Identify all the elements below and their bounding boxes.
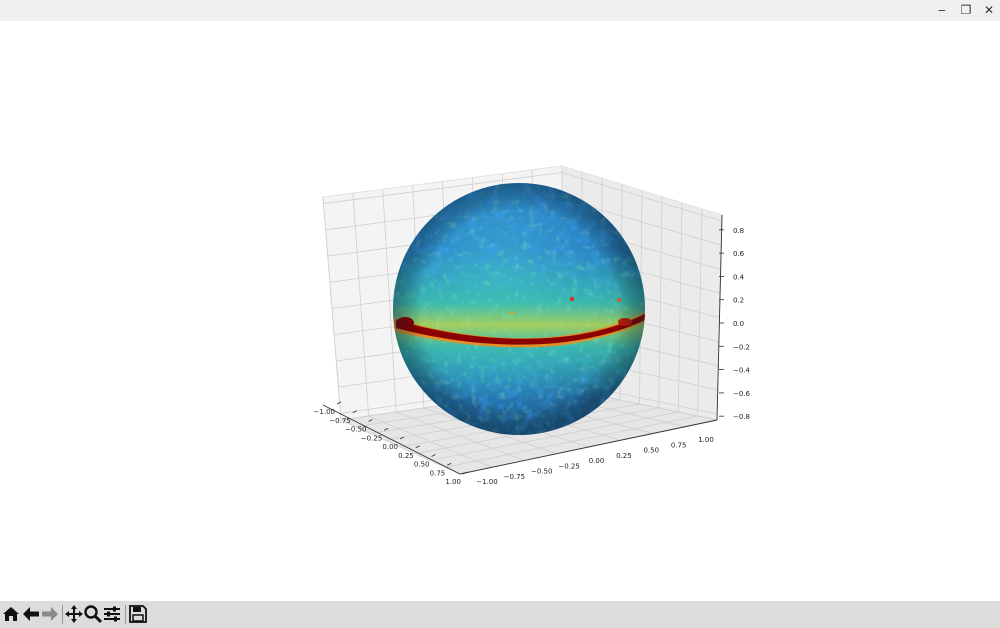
restore-button[interactable]: ❐ [960, 3, 972, 17]
x-tick-label: −0.75 [329, 417, 350, 425]
close-button[interactable]: ✕ [983, 3, 995, 17]
y-tick-label: −1.00 [476, 478, 497, 486]
x-tick-mark [431, 454, 436, 457]
window-title-bar: ‒ ❐ ✕ [0, 0, 1000, 21]
minimize-button[interactable]: ‒ [938, 3, 946, 17]
zoom-icon[interactable] [83, 604, 103, 624]
y-tick-label: 0.75 [671, 441, 687, 449]
y-grid-line [340, 419, 461, 475]
back-icon[interactable] [21, 604, 41, 624]
y-grid-line [368, 415, 493, 468]
plot-canvas[interactable]: −1.00−0.75−0.50−0.250.000.250.500.751.00… [0, 21, 1000, 601]
toolbar-separator [125, 605, 126, 624]
x-tick-mark [336, 401, 342, 405]
z-tick-label: 0.4 [733, 273, 745, 281]
x-tick-label: −0.25 [361, 434, 382, 442]
grid-line [697, 208, 703, 417]
x-tick-mark [415, 445, 420, 449]
z-tick-label: −0.8 [733, 413, 750, 421]
x-tick-label: 0.75 [430, 469, 446, 477]
grid-line [658, 196, 663, 409]
y-tick-label: −0.75 [504, 473, 525, 481]
z-tick-label: 0.2 [733, 297, 744, 305]
y-tick-label: −0.50 [531, 468, 552, 476]
z-axis-ticks: −0.8 −0.6 −0.4 −0.2 0.0 0.2 0.4 0.6 0.8 [719, 227, 751, 421]
grid-line [677, 202, 683, 413]
x-tick-mark [399, 436, 405, 440]
x-tick-mark [447, 462, 452, 466]
z-tick-label: 0.8 [733, 227, 744, 235]
home-icon[interactable] [1, 604, 21, 624]
save-icon[interactable] [128, 604, 148, 624]
axis-lines [322, 214, 723, 475]
y-grid-line [396, 411, 525, 461]
configure-subplots-icon[interactable] [102, 604, 122, 624]
z-tick-label: −0.4 [733, 367, 751, 375]
sphere-surface [393, 183, 645, 435]
y-tick-label: 0.00 [589, 457, 605, 465]
z-grid-line [323, 172, 722, 222]
y-tick-label: 0.25 [616, 452, 632, 460]
x-axis-ticks: −1.00−0.75−0.50−0.250.000.250.500.751.00 [314, 401, 468, 486]
x-tick-label: 0.25 [398, 452, 414, 460]
x-tick-label: 0.00 [382, 443, 398, 451]
z-tick-label: 0.6 [733, 250, 745, 258]
z-tick-label: −0.2 [733, 343, 750, 351]
z-tick-label: 0.0 [733, 320, 744, 328]
x-tick-label: 0.50 [414, 461, 430, 469]
matplotlib-toolbar [0, 601, 1000, 628]
toolbar-separator [62, 605, 63, 624]
y-axis-ticks: −1.00 −0.75 −0.50 −0.25 0.00 0.25 0.50 0.75 1.00 [476, 436, 714, 486]
forward-icon[interactable] [40, 604, 60, 624]
x-tick-label: 1.00 [445, 478, 461, 486]
z-tick-label: −0.6 [733, 390, 751, 398]
x-tick-mark [462, 471, 468, 475]
x-tick-mark [352, 410, 357, 414]
x-tick-mark [384, 427, 389, 431]
pan-icon[interactable] [64, 604, 84, 624]
x-tick-label: −0.50 [345, 426, 366, 434]
x-tick-mark [368, 419, 373, 422]
y-tick-label: 1.00 [698, 436, 714, 444]
y-tick-label: 0.50 [643, 447, 659, 455]
x-tick-label: −1.00 [314, 408, 335, 416]
y-tick-label: −0.25 [558, 462, 579, 470]
